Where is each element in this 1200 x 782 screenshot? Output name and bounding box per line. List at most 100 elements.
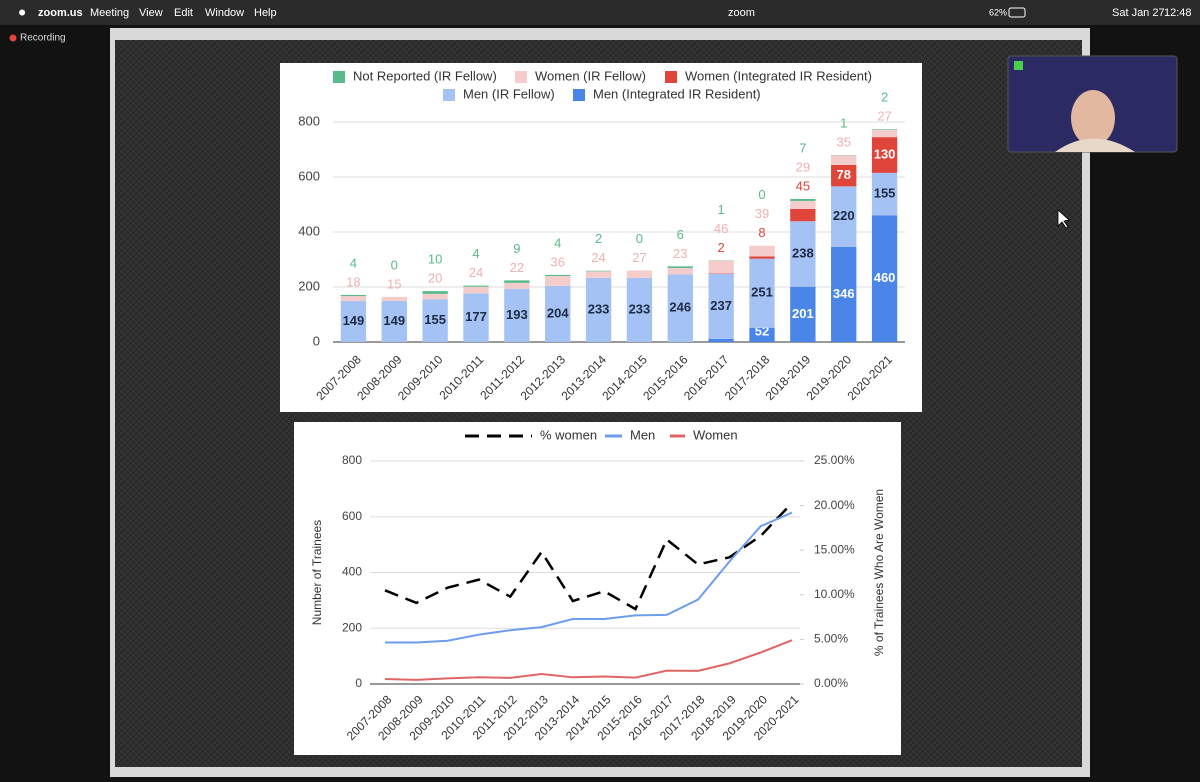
bar-segment [749, 246, 774, 257]
value-label: 0 [391, 257, 398, 272]
value-label: 18 [346, 274, 360, 289]
bar-segment [545, 275, 570, 276]
value-label: 201 [792, 306, 814, 321]
value-label: 15 [387, 276, 401, 291]
apple-icon[interactable]: ● [18, 4, 26, 20]
menu-item[interactable]: Edit [174, 7, 193, 19]
value-label: 177 [465, 309, 487, 324]
legend-label: Women [693, 427, 738, 442]
value-label: 20 [428, 271, 442, 286]
y-tick-label: 400 [342, 565, 362, 579]
bar-segment [872, 130, 897, 137]
bar-segment [586, 271, 611, 278]
value-label: 6 [677, 227, 684, 242]
bar-segment [504, 280, 529, 282]
bar-segment [382, 297, 407, 301]
value-label: 7 [799, 140, 806, 155]
value-label: 233 [629, 301, 651, 316]
value-label: 2 [595, 231, 602, 246]
y-axis-label: Number of Trainees [310, 520, 324, 625]
bar-segment [708, 273, 733, 274]
legend-label: Men [630, 427, 655, 442]
recording-dot [10, 35, 17, 42]
value-label: 22 [510, 260, 524, 275]
y-tick-label: 800 [298, 113, 320, 128]
value-label: 155 [874, 186, 896, 201]
y2-axis-label: % of Trainees Who Are Women [872, 489, 886, 656]
legend-label: Not Reported (IR Fellow) [353, 68, 497, 83]
y2-tick-label: 15.00% [814, 542, 855, 556]
legend-swatch [515, 71, 527, 83]
legend-swatch [333, 71, 345, 83]
bar-segment [668, 266, 693, 268]
bar-segment [463, 286, 488, 287]
value-label: 2 [881, 90, 888, 105]
y2-tick-label: 0.00% [814, 676, 848, 690]
legend-label: Men (Integrated IR Resident) [593, 86, 761, 101]
y-tick-label: 600 [342, 509, 362, 523]
value-label: 24 [469, 265, 483, 280]
participant [1071, 90, 1115, 146]
date[interactable]: Sat Jan 27 [1112, 7, 1165, 19]
value-label: 4 [554, 235, 561, 250]
bar-segment [341, 296, 366, 301]
value-label: 0 [758, 187, 765, 202]
value-label: 220 [833, 208, 855, 223]
value-label: 2 [718, 240, 725, 255]
logo-mark [1014, 61, 1023, 70]
value-label: 155 [424, 312, 446, 327]
bar-segment [790, 199, 815, 201]
y-tick-label: 400 [298, 223, 320, 238]
bar-segment [463, 287, 488, 294]
value-label: 149 [383, 313, 405, 328]
bar-segment [422, 291, 447, 294]
value-label: 35 [836, 134, 850, 149]
legend-label: Women (Integrated IR Resident) [685, 68, 872, 83]
bar-segment [341, 295, 366, 296]
y-tick-label: 800 [342, 453, 362, 467]
legend-label: Men (IR Fellow) [463, 86, 555, 101]
value-label: 1 [840, 115, 847, 130]
bar-segment [668, 268, 693, 274]
legend-swatch [573, 89, 585, 101]
value-label: 24 [591, 250, 605, 265]
value-label: 346 [833, 286, 855, 301]
value-label: 45 [796, 178, 810, 193]
value-label: 4 [350, 255, 357, 270]
y2-tick-label: 25.00% [814, 453, 855, 467]
menu-item[interactable]: View [139, 7, 163, 19]
y-tick-label: 200 [298, 278, 320, 293]
menu-item[interactable]: Meeting [90, 7, 129, 19]
value-label: 193 [506, 307, 528, 322]
value-label: 39 [755, 206, 769, 221]
bar-segment [586, 271, 611, 272]
y-tick-label: 0 [313, 333, 320, 348]
value-label: 8 [758, 225, 765, 240]
value-label: 237 [710, 298, 732, 313]
value-label: 1 [718, 202, 725, 217]
y2-tick-label: 10.00% [814, 587, 855, 601]
value-label: 27 [632, 250, 646, 265]
value-label: 238 [792, 245, 814, 260]
value-label: 0 [636, 231, 643, 246]
value-label: 46 [714, 221, 728, 236]
value-label: 130 [874, 146, 896, 161]
y-tick-label: 600 [298, 168, 320, 183]
menu-app[interactable]: zoom [728, 7, 755, 19]
value-label: 10 [428, 252, 442, 267]
value-label: 204 [547, 305, 569, 320]
bar-segment [749, 256, 774, 258]
value-label: 246 [669, 300, 691, 315]
value-label: 233 [588, 301, 610, 316]
time[interactable]: 12:48 [1164, 7, 1192, 19]
value-label: 9 [513, 241, 520, 256]
bar-segment [422, 294, 447, 300]
bar-segment [790, 209, 815, 221]
legend-label: % women [540, 427, 597, 442]
menu-item[interactable]: Window [205, 7, 244, 19]
menu-item[interactable]: zoom.us [38, 7, 83, 19]
menu-item[interactable]: Help [254, 7, 277, 19]
recording-label: Recording [20, 33, 66, 44]
